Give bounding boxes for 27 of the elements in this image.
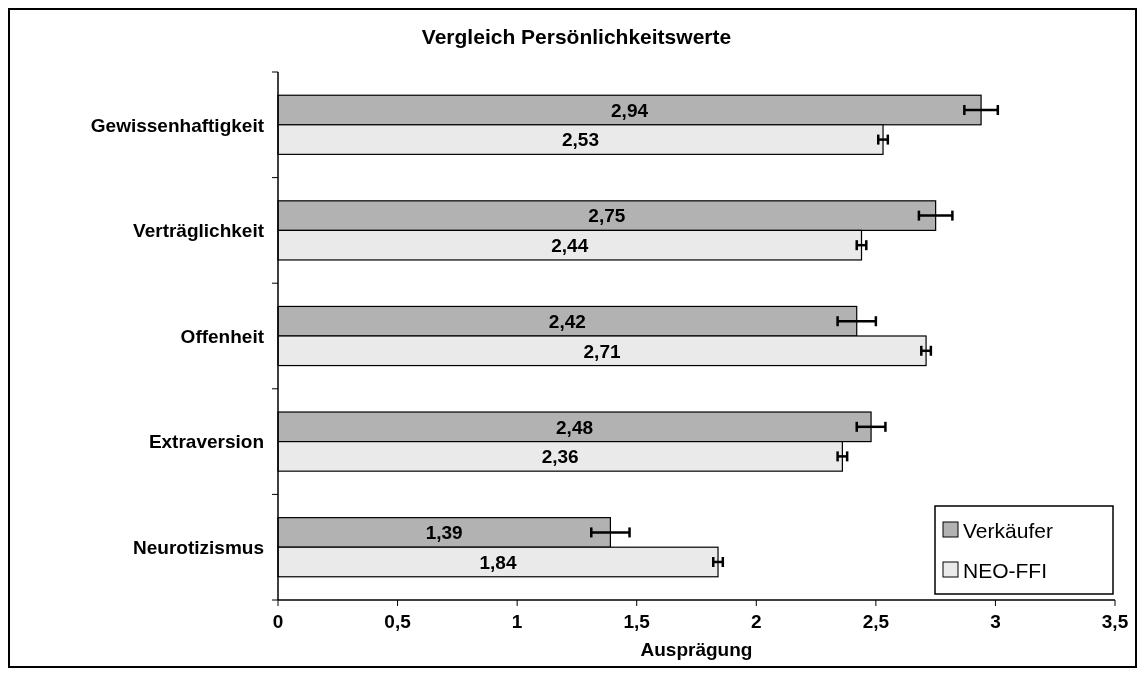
y-tick-label: Offenheit <box>180 325 265 347</box>
x-tick-label: 3 <box>990 611 1001 632</box>
data-label: 2,36 <box>541 446 579 468</box>
y-tick-label: Extraversion <box>148 431 264 453</box>
chart-title: Vergleich Persönlichkeitswerte <box>421 25 732 48</box>
y-tick-label: Gewissenhaftigkeit <box>90 114 265 136</box>
x-axis-title: Ausprägung <box>640 639 753 660</box>
x-tick-label: 1,5 <box>623 611 651 632</box>
legend-label: NEO-FFI <box>963 558 1047 582</box>
data-label: 2,42 <box>548 311 586 333</box>
x-tick-label: 0 <box>272 611 284 632</box>
data-label: 1,84 <box>479 551 517 573</box>
x-tick-label: 2,5 <box>862 611 890 632</box>
data-label: 2,71 <box>583 340 621 362</box>
x-tick-label: 2 <box>751 611 762 632</box>
x-tick-label: 3,5 <box>1101 611 1129 632</box>
data-label: 2,48 <box>556 416 594 438</box>
data-label: 2,53 <box>562 129 600 151</box>
x-tick-label: 1 <box>511 611 523 632</box>
data-label: 1,39 <box>425 522 463 544</box>
legend-label: Verkäufer <box>963 518 1053 542</box>
data-label: 2,44 <box>551 235 589 257</box>
x-tick-label: 0,5 <box>384 611 412 632</box>
data-label: 2,94 <box>611 99 649 121</box>
data-label: 2,75 <box>588 205 626 227</box>
y-tick-label: Verträglichkeit <box>133 220 265 242</box>
y-tick-label: Neurotizismus <box>133 537 264 559</box>
